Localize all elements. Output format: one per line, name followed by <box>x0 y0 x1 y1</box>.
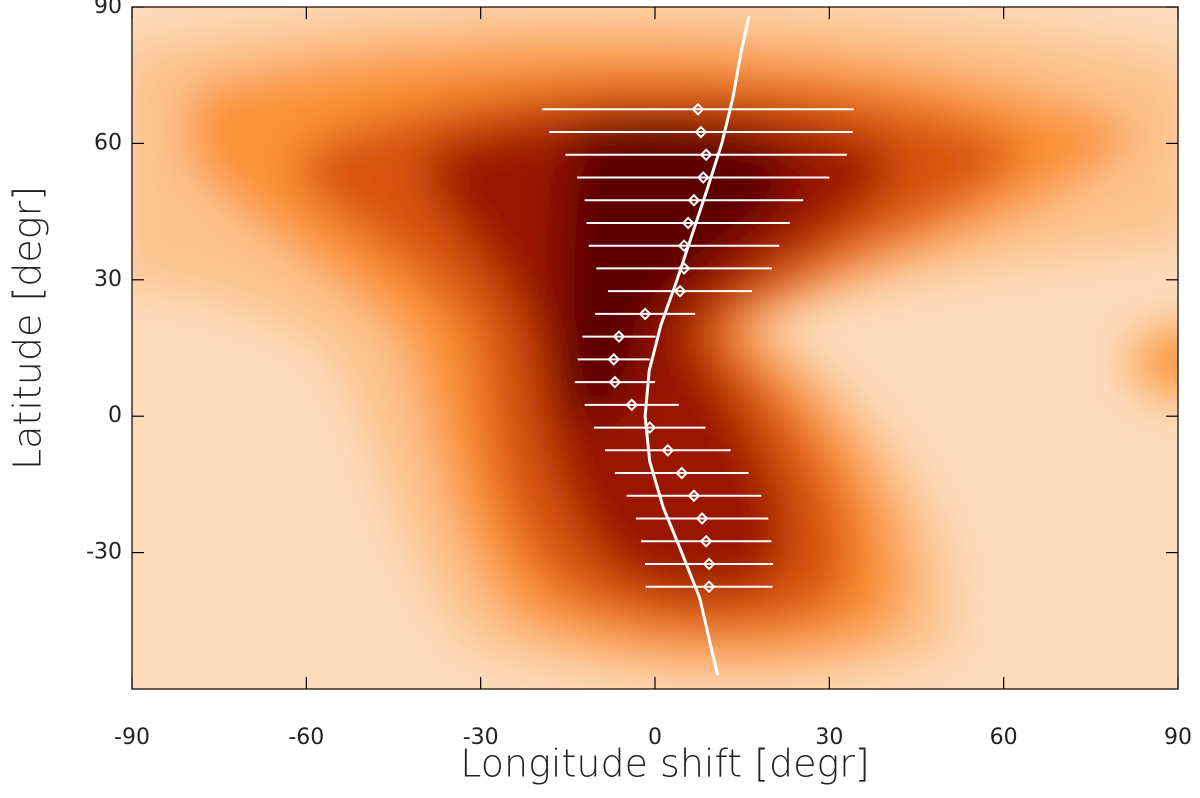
data-point <box>643 421 657 434</box>
data-point <box>681 216 695 230</box>
data-point <box>638 307 652 321</box>
data-point <box>699 148 713 162</box>
x-tick-label: 0 <box>648 725 662 750</box>
data-point <box>694 125 708 139</box>
data-point <box>625 398 639 412</box>
data-point <box>699 534 713 548</box>
data-point <box>687 489 701 503</box>
data-point <box>702 557 716 571</box>
data-point <box>661 443 675 457</box>
x-tick-label: 30 <box>815 725 843 750</box>
x-tick-label: 60 <box>990 725 1018 750</box>
x-tick-label: -60 <box>288 725 324 750</box>
data-point <box>677 239 691 253</box>
y-tick-label: 90 <box>94 0 122 19</box>
x-tick-label: -30 <box>463 725 499 750</box>
x-tick-label: 90 <box>1164 725 1192 750</box>
data-point <box>607 352 621 366</box>
data-point <box>687 193 701 207</box>
x-axis-title: Longitude shift [degr] <box>460 742 869 786</box>
data-point <box>677 262 691 275</box>
data-point <box>695 512 709 525</box>
data-point <box>612 330 626 344</box>
fit-curve <box>643 15 751 676</box>
x-tick-label: -90 <box>114 725 150 750</box>
y-tick-label: 60 <box>94 130 122 155</box>
y-tick-label: -30 <box>86 540 122 565</box>
data-point <box>696 171 710 184</box>
y-axis-title: Latitude [degr] <box>6 186 50 470</box>
y-tick-label: 0 <box>108 403 122 428</box>
y-tick-label: 30 <box>94 267 122 292</box>
data-point <box>691 102 705 116</box>
data-point <box>675 466 689 480</box>
data-point <box>673 284 687 298</box>
data-point <box>702 580 716 594</box>
data-point <box>608 375 622 389</box>
